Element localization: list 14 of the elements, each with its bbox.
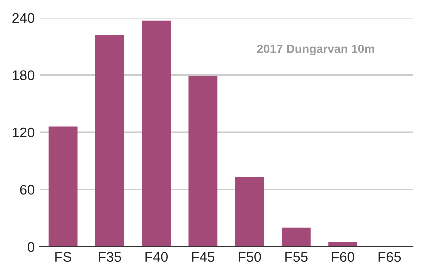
x-tick-label: F65 xyxy=(378,252,402,262)
x-tick-label: F55 xyxy=(286,252,308,262)
y-tick-label: 0 xyxy=(28,242,35,252)
y-tick-label: 120 xyxy=(13,128,35,138)
y-tick-label: 60 xyxy=(20,185,35,195)
x-tick-label: F60 xyxy=(332,252,354,262)
x-tick-label: F50 xyxy=(238,252,262,262)
x-tick-label: F35 xyxy=(99,252,122,262)
x-tick-label: FS xyxy=(56,252,72,262)
y-tick-label: 180 xyxy=(13,70,35,80)
x-tick-label: F40 xyxy=(146,252,168,262)
text: 2017 Dungarvan 10m xyxy=(257,44,374,56)
x-tick-label: F45 xyxy=(192,252,215,262)
y-tick-label: 240 xyxy=(12,13,35,24)
